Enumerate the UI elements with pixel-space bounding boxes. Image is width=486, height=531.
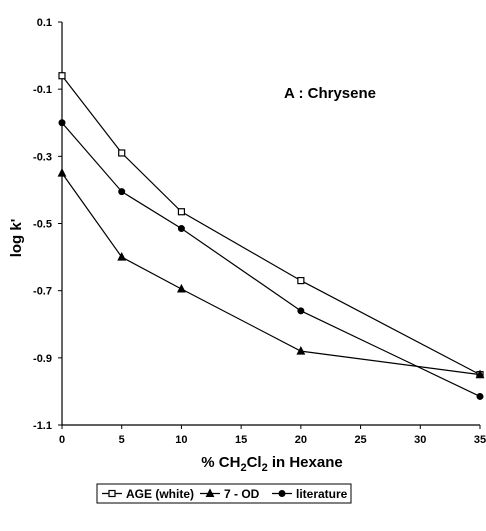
plot-area: 0.1 -0.1 -0.3 -0.5 -0.7 -0.9 -1.1 0 5 10 15 20 25 30… xyxy=(33,17,486,446)
data-point-7-od xyxy=(475,369,485,379)
data-point-literature xyxy=(297,307,305,315)
data-point-age-white xyxy=(177,208,186,216)
data-point-literature xyxy=(118,188,126,196)
legend-label: literature xyxy=(296,487,348,501)
y-tick-label: 0.1 xyxy=(37,17,52,29)
legend-label: AGE (white) xyxy=(126,487,194,501)
data-point-age-white xyxy=(58,72,66,80)
data-point-7-od xyxy=(117,251,127,261)
x-tick-label: 5 xyxy=(119,434,125,446)
legend-label: 7 - OD xyxy=(224,487,260,501)
legend-items: AGE (white) 7 - OD literature xyxy=(102,487,348,501)
x-axis-label-sub-2: 2 xyxy=(240,462,246,474)
data-point-7-od xyxy=(296,346,306,355)
x-axis-label-sub-2b: 2 xyxy=(262,462,268,474)
x-axis-label-cl: Cl xyxy=(247,454,262,471)
x-ticks: 0 5 10 15 20 25 30 35 xyxy=(59,425,486,446)
data-point-literature xyxy=(476,392,484,400)
data-point-age-white xyxy=(118,149,126,157)
legend-marker-literature xyxy=(278,490,286,497)
series-line-age-white xyxy=(61,75,481,376)
x-tick-label: 15 xyxy=(235,434,247,446)
x-axis-label: % CH2Cl2 in Hexane xyxy=(201,454,342,474)
y-tick-label: -0.3 xyxy=(33,151,52,163)
data-point-literature xyxy=(58,119,66,127)
legend-marker-7-od xyxy=(205,488,215,497)
legend-box xyxy=(96,483,352,504)
series-line-7-od xyxy=(61,172,481,376)
x-tick-label: 30 xyxy=(414,434,426,446)
x-tick-label: 35 xyxy=(474,434,486,446)
legend: AGE (white) 7 - OD literature xyxy=(96,483,352,504)
y-tick-label: -0.9 xyxy=(33,353,52,365)
data-point-age-white xyxy=(297,276,305,285)
x-tick-label: 20 xyxy=(295,434,307,446)
y-tick-label: -0.7 xyxy=(33,286,52,298)
y-ticks: 0.1 -0.1 -0.3 -0.5 -0.7 -0.9 -1.1 xyxy=(33,17,62,432)
series-markers xyxy=(57,72,485,400)
x-tick-label: 25 xyxy=(354,434,366,446)
x-axis-label-rest: in Hexane xyxy=(268,454,343,471)
chart-annotation: A : Chrysene xyxy=(284,85,376,102)
series-lines xyxy=(61,75,481,397)
legend-marker-age-white xyxy=(108,489,116,498)
y-tick-label: -1.1 xyxy=(33,420,52,432)
y-tick-label: -0.5 xyxy=(33,219,52,231)
y-tick-label: -0.1 xyxy=(33,84,52,96)
x-tick-label: 10 xyxy=(175,434,187,446)
data-point-literature xyxy=(177,225,185,233)
data-point-7-od xyxy=(57,168,67,177)
data-point-7-od xyxy=(177,283,186,293)
x-tick-label: 0 xyxy=(59,434,65,446)
y-axis-label: log k' xyxy=(8,219,25,258)
